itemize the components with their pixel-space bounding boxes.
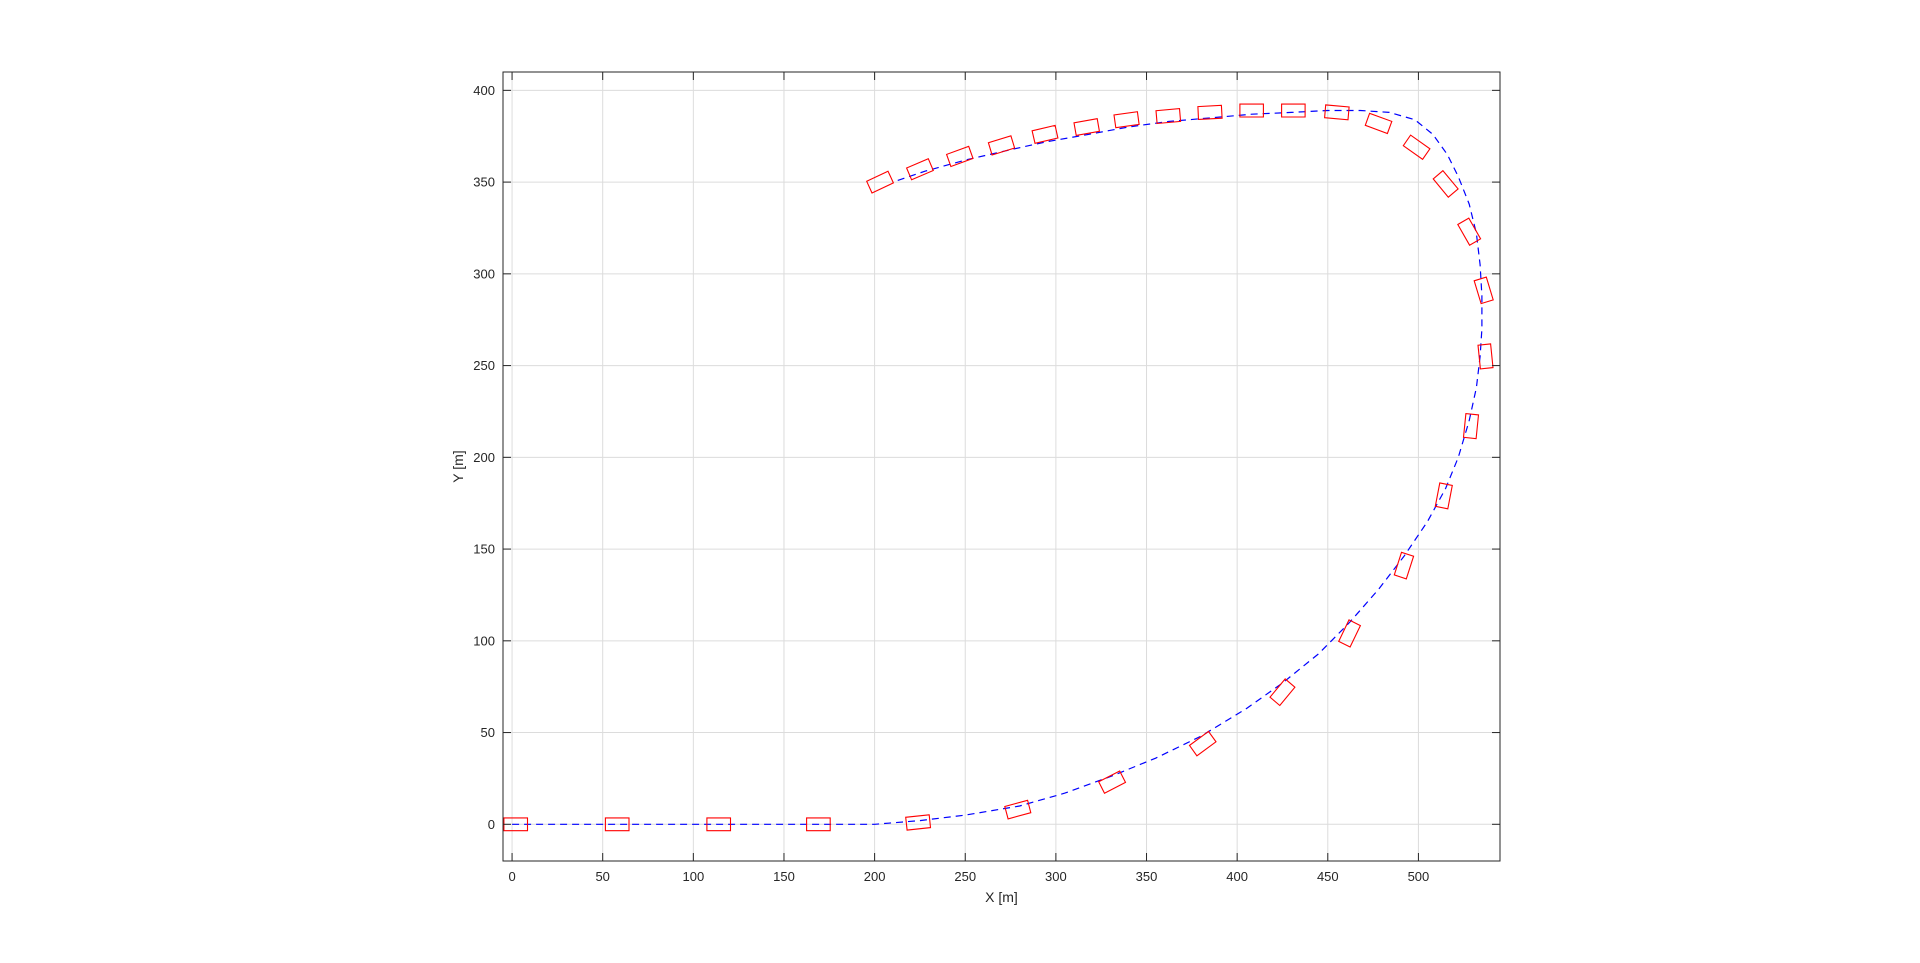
y-tick-label: 0 xyxy=(488,817,495,832)
vehicle-footprint xyxy=(1434,482,1453,510)
vehicle-footprint xyxy=(1477,343,1494,370)
tick-labels: 0 50 100 150 200 250 300 350 400 450 500 0 50 100 150 2… xyxy=(473,83,1429,884)
vehicle-footprint xyxy=(1113,111,1140,129)
y-tick-label: 50 xyxy=(481,725,495,740)
x-tick-label: 500 xyxy=(1408,869,1430,884)
y-tick-label: 250 xyxy=(473,358,495,373)
grid xyxy=(503,72,1500,861)
vehicle-footprint xyxy=(905,814,932,831)
vehicle-footprint xyxy=(1031,124,1059,144)
trajectory-path xyxy=(512,109,1483,825)
vehicle-footprint xyxy=(503,817,529,832)
vehicle-footprint xyxy=(806,817,831,832)
vehicle-footprint xyxy=(1073,118,1101,137)
vehicle-footprint xyxy=(945,145,974,168)
vehicle-footprint xyxy=(987,135,1016,156)
vehicle-footprint xyxy=(1269,678,1296,707)
vehicle-footprint xyxy=(1324,104,1350,121)
y-tick-label: 400 xyxy=(473,83,495,98)
vehicle-footprint xyxy=(604,817,630,832)
y-tick-label: 150 xyxy=(473,542,495,557)
vehicle-footprint xyxy=(1239,103,1264,118)
y-axis-label: Y [m] xyxy=(450,450,466,482)
vehicle-footprint xyxy=(706,817,732,832)
vehicle-footprint xyxy=(1097,770,1127,794)
x-tick-label: 100 xyxy=(682,869,704,884)
vehicle-footprint xyxy=(1402,134,1431,161)
x-tick-label: 450 xyxy=(1317,869,1339,884)
plot-content xyxy=(503,103,1494,832)
x-tick-label: 200 xyxy=(864,869,886,884)
y-tick-label: 100 xyxy=(473,633,495,648)
vehicle-footprint xyxy=(1432,169,1459,198)
x-tick-label: 0 xyxy=(508,869,515,884)
vehicle-footprint xyxy=(1364,112,1393,135)
ticks xyxy=(503,72,1500,861)
vehicle-footprint xyxy=(1473,276,1494,305)
vehicle-footprint xyxy=(1188,730,1217,757)
vehicle-footprint xyxy=(1337,619,1362,648)
vehicle-footprint xyxy=(1457,217,1482,246)
y-tick-label: 200 xyxy=(473,450,495,465)
x-tick-label: 50 xyxy=(595,869,609,884)
vehicle-footprints xyxy=(503,103,1494,832)
x-axis-label: X [m] xyxy=(985,889,1018,905)
plot-area: 0 50 100 150 200 250 300 350 400 450 500 0 50 100 150 2… xyxy=(450,71,1501,905)
x-tick-label: 300 xyxy=(1045,869,1067,884)
vehicle-footprint xyxy=(1281,103,1306,118)
vehicle-footprint xyxy=(1393,551,1415,580)
vehicle-footprint xyxy=(865,170,895,194)
x-tick-label: 400 xyxy=(1226,869,1248,884)
axes-box xyxy=(502,71,1501,862)
y-tick-label: 300 xyxy=(473,266,495,281)
vehicle-footprint xyxy=(905,157,935,181)
x-tick-label: 350 xyxy=(1136,869,1158,884)
vehicle-footprint xyxy=(1004,799,1032,820)
vehicle-footprint xyxy=(1197,104,1223,120)
vehicle-footprint xyxy=(1462,412,1480,440)
y-tick-label: 350 xyxy=(473,175,495,190)
x-tick-label: 250 xyxy=(954,869,976,884)
x-tick-label: 150 xyxy=(773,869,795,884)
axes-background xyxy=(503,72,1500,861)
vehicle-footprint xyxy=(1155,108,1182,125)
